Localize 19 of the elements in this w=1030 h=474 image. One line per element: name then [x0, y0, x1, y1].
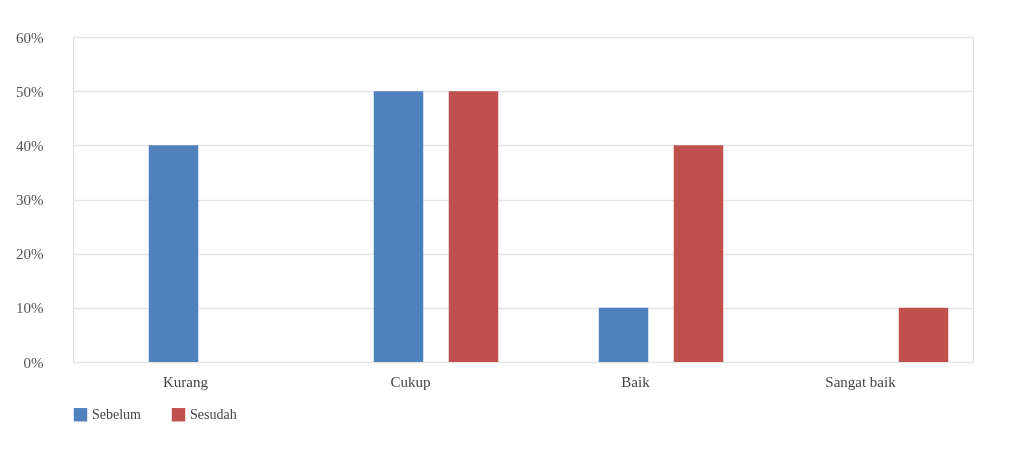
- bar: [673, 145, 724, 362]
- x-tick-label: Kurang: [163, 373, 209, 390]
- legend-label: Sesudah: [190, 406, 237, 422]
- bar: [148, 145, 199, 362]
- y-tick-label: 50%: [16, 83, 44, 100]
- bar: [448, 91, 499, 362]
- legend-label: Sebelum: [92, 406, 142, 422]
- y-tick-label: 10%: [16, 300, 44, 317]
- y-tick-label: 0%: [23, 354, 44, 371]
- bar: [598, 307, 649, 362]
- x-tick-label: Baik: [621, 373, 651, 390]
- bar: [898, 307, 949, 362]
- x-tick-label: Sangat baik: [825, 373, 897, 390]
- y-tick-label: 20%: [16, 246, 44, 263]
- x-tick-label: Cukup: [390, 373, 431, 390]
- y-tick-label: 30%: [16, 192, 44, 208]
- bar: [373, 91, 424, 362]
- y-tick-label: 60%: [16, 29, 44, 46]
- y-tick-label: 40%: [16, 137, 44, 154]
